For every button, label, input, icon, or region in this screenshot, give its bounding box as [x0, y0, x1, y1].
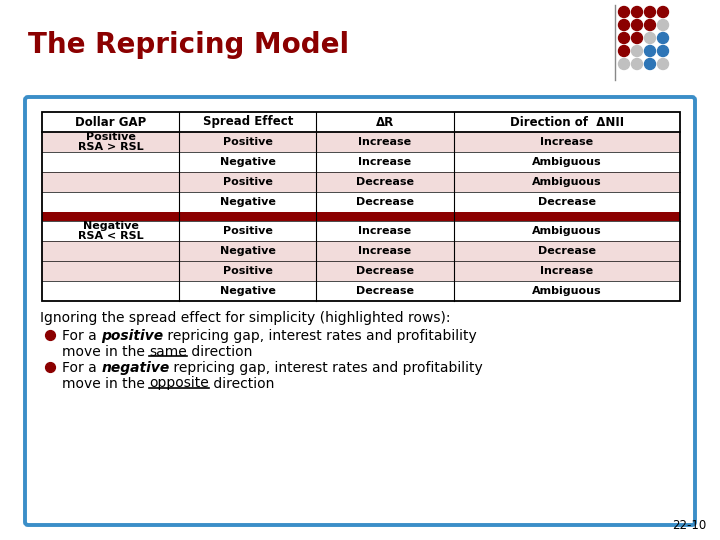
Text: direction: direction: [187, 345, 253, 359]
Bar: [42, 212, 680, 221]
Circle shape: [644, 19, 655, 30]
Text: Positive
RSA > RSL: Positive RSA > RSL: [78, 132, 143, 152]
Bar: [42, 281, 680, 301]
Text: Dollar GAP: Dollar GAP: [75, 116, 146, 129]
Circle shape: [618, 32, 629, 44]
Circle shape: [618, 58, 629, 70]
Bar: [42, 112, 680, 301]
Text: Positive: Positive: [222, 177, 273, 187]
Circle shape: [644, 6, 655, 17]
Point: [44, 330, 55, 339]
Text: Ignoring the spread effect for simplicity (highlighted rows):: Ignoring the spread effect for simplicit…: [40, 311, 451, 325]
Text: Increase: Increase: [540, 137, 593, 147]
Circle shape: [631, 19, 642, 30]
Bar: [42, 172, 680, 192]
Text: positive: positive: [101, 329, 163, 343]
Bar: [42, 132, 680, 152]
Text: Negative: Negative: [220, 197, 276, 207]
Text: Positive: Positive: [222, 266, 273, 276]
Circle shape: [657, 58, 668, 70]
Circle shape: [657, 19, 668, 30]
Bar: [42, 192, 680, 212]
Text: Increase: Increase: [359, 137, 412, 147]
Text: Negative: Negative: [220, 286, 276, 296]
Circle shape: [644, 58, 655, 70]
Text: Increase: Increase: [359, 157, 412, 167]
Text: Ambiguous: Ambiguous: [532, 226, 602, 236]
Text: repricing gap, interest rates and profitability: repricing gap, interest rates and profit…: [163, 329, 477, 343]
Text: move in the: move in the: [62, 345, 149, 359]
Text: move in the: move in the: [62, 376, 149, 390]
Text: Negative
RSA < RSL: Negative RSA < RSL: [78, 221, 143, 241]
Bar: [42, 241, 680, 261]
Text: Decrease: Decrease: [356, 266, 414, 276]
Circle shape: [657, 45, 668, 57]
Circle shape: [618, 19, 629, 30]
Bar: [42, 221, 680, 241]
Text: For a: For a: [62, 361, 101, 375]
Text: Positive: Positive: [222, 137, 273, 147]
Circle shape: [657, 6, 668, 17]
Circle shape: [644, 32, 655, 44]
Text: The Repricing Model: The Repricing Model: [28, 31, 349, 59]
Text: negative: negative: [101, 361, 169, 375]
Bar: [42, 152, 680, 172]
Text: direction: direction: [209, 376, 274, 390]
Text: Negative: Negative: [220, 157, 276, 167]
Text: Ambiguous: Ambiguous: [532, 286, 602, 296]
Point: [44, 362, 55, 371]
Circle shape: [631, 58, 642, 70]
Text: opposite: opposite: [149, 376, 209, 390]
FancyBboxPatch shape: [25, 97, 695, 525]
Text: same: same: [149, 345, 187, 359]
Text: repricing gap, interest rates and profitability: repricing gap, interest rates and profit…: [169, 361, 483, 375]
Bar: [42, 261, 680, 281]
Circle shape: [644, 45, 655, 57]
Text: Positive: Positive: [222, 226, 273, 236]
Text: Decrease: Decrease: [538, 197, 595, 207]
Text: Negative: Negative: [220, 246, 276, 256]
Text: For a: For a: [62, 329, 101, 343]
Circle shape: [657, 32, 668, 44]
Text: Decrease: Decrease: [538, 246, 595, 256]
Circle shape: [631, 45, 642, 57]
Bar: [42, 112, 680, 132]
Circle shape: [618, 6, 629, 17]
Text: Increase: Increase: [359, 226, 412, 236]
Circle shape: [631, 32, 642, 44]
Text: Decrease: Decrease: [356, 177, 414, 187]
Text: Decrease: Decrease: [356, 197, 414, 207]
Text: Spread Effect: Spread Effect: [202, 116, 293, 129]
Text: Direction of  ΔNII: Direction of ΔNII: [510, 116, 624, 129]
Circle shape: [618, 45, 629, 57]
Text: Ambiguous: Ambiguous: [532, 177, 602, 187]
Text: Decrease: Decrease: [356, 286, 414, 296]
Text: Increase: Increase: [359, 246, 412, 256]
Circle shape: [631, 6, 642, 17]
Text: Ambiguous: Ambiguous: [532, 157, 602, 167]
Text: ΔR: ΔR: [376, 116, 394, 129]
Text: Increase: Increase: [540, 266, 593, 276]
Text: 22-10: 22-10: [672, 519, 706, 532]
